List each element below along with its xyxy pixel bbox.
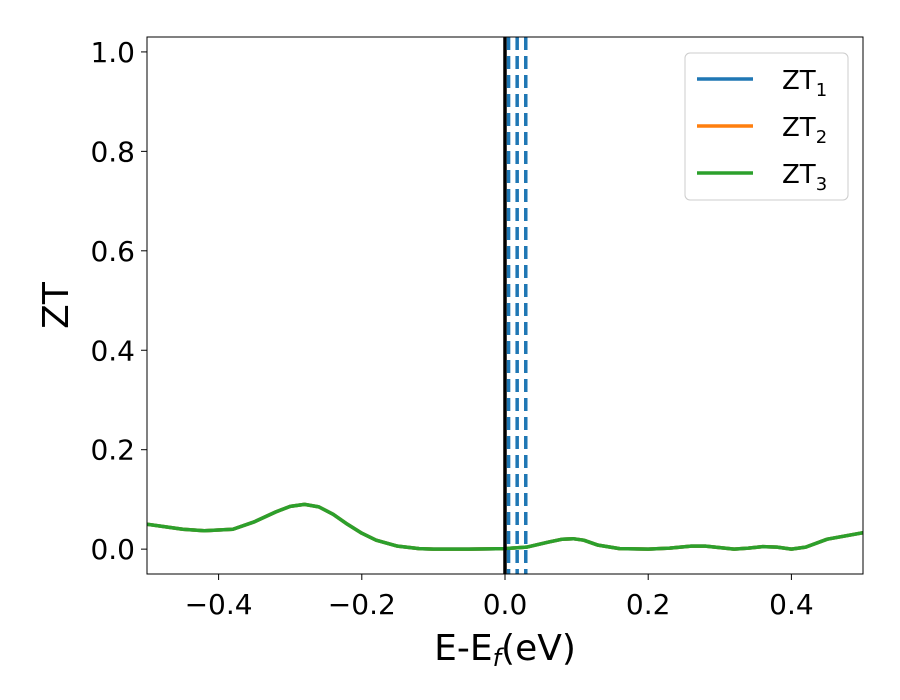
x-axis: −0.4 −0.2 0.0 0.2 0.4 [185, 574, 814, 621]
x-tick-label: 0.0 [483, 588, 528, 621]
y-tick-label: 1.0 [90, 36, 135, 69]
x-tick-label: −0.4 [185, 588, 253, 621]
legend: ZT1 ZT2 ZT3 [684, 52, 849, 201]
legend-box [684, 52, 849, 201]
plot-area [147, 37, 863, 574]
y-tick-label: 0.2 [90, 434, 135, 467]
y-tick-label: 0.8 [90, 135, 135, 168]
y-tick-label: 0.4 [90, 334, 135, 367]
x-tick-label: 0.2 [626, 588, 671, 621]
x-axis-label: E-Ef(eV) [434, 628, 576, 672]
y-axis-label: ZT [36, 281, 77, 329]
y-tick-label: 0.0 [90, 533, 135, 566]
x-tick-label: 0.4 [769, 588, 814, 621]
y-tick-label: 0.6 [90, 235, 135, 268]
x-tick-label: −0.2 [328, 588, 396, 621]
x-axis-label-unit: (eV) [501, 628, 576, 669]
x-axis-label-base: E-E [434, 628, 492, 669]
y-axis: 0.0 0.2 0.4 0.6 0.8 1.0 [90, 36, 147, 566]
series-line-3 [147, 502, 863, 551]
legend-label-2: ZT2 [782, 113, 827, 148]
legend-label-3: ZT3 [782, 160, 827, 195]
legend-label-1: ZT1 [782, 66, 827, 101]
